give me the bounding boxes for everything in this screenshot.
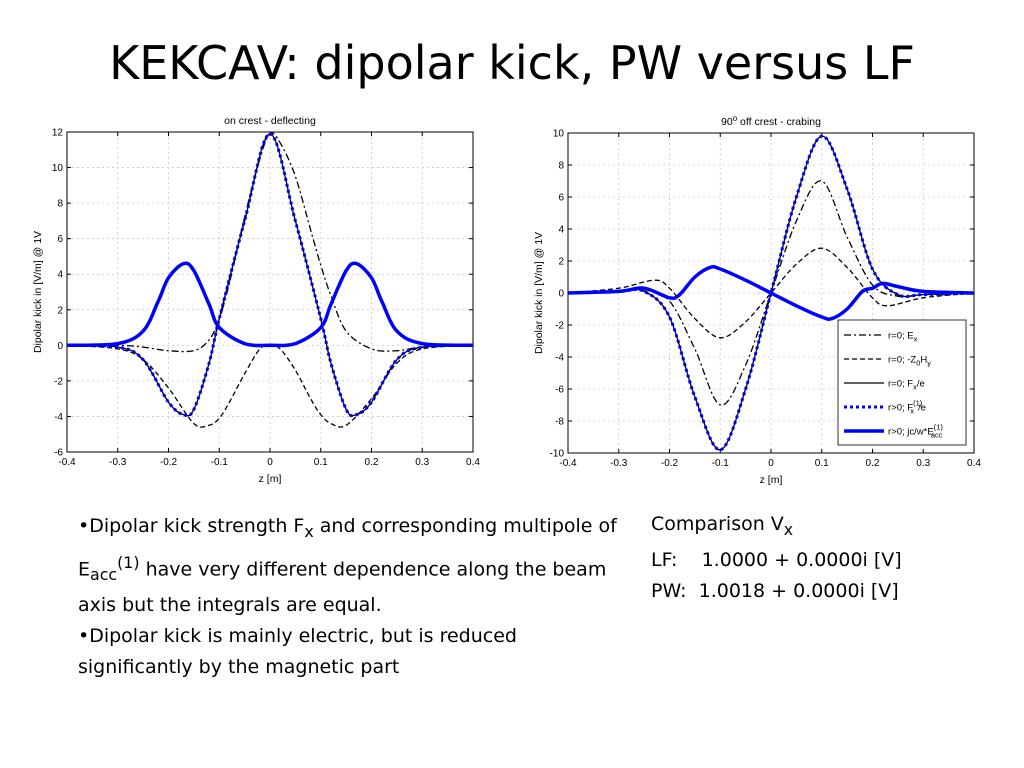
panel-title-part: 90: [721, 116, 733, 128]
legend-label: r>0; F(1) x/e: [888, 399, 926, 416]
y-axis-label: Dipolar kick in [V/m] @ 1V: [533, 232, 545, 354]
y-tick-label: 0: [57, 341, 63, 352]
y-tick-label: 6: [558, 193, 564, 204]
legend-label-superscript: (1): [934, 423, 944, 432]
y-tick-label: 6: [57, 234, 63, 245]
x-tick-label: -0.4: [58, 457, 76, 468]
y-tick-label: 10: [52, 163, 64, 174]
panel-title: 90o off crest - crabing: [721, 114, 821, 128]
x-tick-label: 0.1: [314, 457, 328, 468]
x-tick-label: 0.3: [415, 457, 429, 468]
legend-label-part: /e: [917, 379, 925, 390]
series-line-thick-left: [66, 261, 474, 348]
legend-label: r=0; Ex: [888, 331, 918, 344]
y-tick-label: 12: [52, 128, 64, 139]
legend-label-part: r>0; F: [888, 403, 913, 414]
bullet-list: •Dipolar kick strength Fx and correspond…: [78, 511, 618, 683]
legend-label-part: r=0; E: [888, 331, 914, 342]
comparison-heading-subscript: x: [783, 519, 794, 539]
x-tick-label: 0.2: [866, 458, 880, 469]
x-tick-label: -0.1: [712, 458, 730, 469]
x-tick-label: 0.1: [815, 458, 829, 469]
series-line-dotted-left: [66, 132, 474, 418]
x-tick-label: -0.2: [160, 457, 178, 468]
y-tick-label: 10: [553, 129, 565, 140]
x-tick-label: 0: [768, 458, 774, 469]
series-line-dashed-right: [567, 247, 975, 339]
legend-label-part: r>0; jc/w*E: [888, 427, 934, 438]
bullet-text-part: •Dipolar kick strength F: [78, 515, 305, 537]
bullet-superscript: (1): [117, 552, 140, 572]
legend-label-part: /e: [918, 403, 926, 414]
y-tick-label: 8: [57, 199, 63, 210]
y-tick-label: -6: [54, 448, 63, 459]
panel-title: on crest - deflecting: [224, 115, 316, 127]
y-tick-label: 0: [558, 289, 564, 300]
legend-label-subscript: x: [914, 335, 918, 344]
y-tick-label: -10: [550, 449, 565, 460]
chart-left-on-crest: on crest - deflecting -0.4 -0.3 -0.2 -0.1 0 0.…: [32, 115, 480, 485]
x-tick-label: -0.4: [559, 458, 577, 469]
y-tick-label: 4: [57, 270, 63, 281]
bullet-item-kick-strength: •Dipolar kick strength Fx and correspond…: [78, 511, 618, 621]
y-tick-label: -4: [555, 353, 564, 364]
x-axis-label: z [m]: [259, 473, 282, 485]
y-tick-label: -2: [555, 321, 564, 332]
x-tick-label: -0.3: [109, 457, 127, 468]
y-tick-label: -4: [54, 412, 63, 423]
comparison-pw-value: PW: 1.0018 + 0.0000i [V]: [651, 579, 899, 602]
bullet-subscript: x: [304, 521, 314, 541]
x-tick-label: 0.3: [916, 458, 930, 469]
bullet-subscript: acc: [90, 564, 118, 584]
legend-label-part: H: [920, 355, 927, 366]
legend-label: r=0; Fx/e: [888, 379, 925, 392]
bullet-item-mainly-electric: •Dipolar kick is mainly electric, but is…: [78, 624, 517, 678]
x-tick-label: -0.1: [211, 457, 229, 468]
x-tick-label: -0.3: [610, 458, 628, 469]
chart-right-off-crest: 90o off crest - crabing -0.4 -0.3 -0.2 -0.1 0…: [533, 114, 981, 486]
legend-label: r>0; jc/w*E(1) acc: [888, 423, 943, 440]
bullet-text-part: and corresponding multipole of E: [78, 515, 617, 581]
y-tick-label: -6: [555, 385, 564, 396]
comparison-heading: Comparison Vx: [651, 509, 991, 545]
x-tick-label: 0.2: [365, 457, 379, 468]
legend-label-subscript: x: [910, 407, 914, 416]
y-tick-label: 4: [558, 225, 564, 236]
legend-label-subscript: 0: [916, 359, 920, 368]
x-tick-label: 0.4: [967, 458, 981, 469]
panel-title-part: off crest - crabing: [737, 116, 821, 128]
legend-label-subscript: y: [927, 359, 931, 368]
y-axis-label: Dipolar kick in [V/m] @ 1V: [32, 231, 44, 353]
y-tick-label: -2: [54, 376, 63, 387]
slide-title: KEKCAV: dipolar kick, PW versus LF: [109, 36, 915, 90]
y-tick-label: 2: [57, 305, 63, 316]
x-tick-label: 0.4: [466, 457, 480, 468]
bullet-text-part: have very different dependence along the…: [78, 558, 607, 616]
x-tick-label: -0.2: [661, 458, 679, 469]
series-line-thick-right: [567, 265, 975, 321]
legend-label-subscript: acc: [931, 431, 943, 440]
x-tick-label: 0: [267, 457, 273, 468]
y-tick-label: -8: [555, 417, 564, 428]
legend-label: r=0; -Z0Hy: [888, 355, 931, 368]
y-tick-label: 8: [558, 161, 564, 172]
legend-label-part: r=0; F: [888, 379, 913, 390]
x-axis-label: z [m]: [760, 474, 783, 486]
comparison-lf-value: LF: 1.0000 + 0.0000i [V]: [651, 548, 902, 571]
legend-label-superscript: (1): [913, 399, 923, 408]
comparison-block: Comparison Vx LF: 1.0000 + 0.0000i [V] P…: [651, 509, 991, 607]
y-tick-label: 2: [558, 257, 564, 268]
legend-label-subscript: x: [913, 383, 917, 392]
comparison-heading-text: Comparison V: [651, 513, 784, 535]
legend-label-part: r=0; -Z: [888, 355, 916, 366]
panel-title-superscript: o: [733, 114, 738, 123]
